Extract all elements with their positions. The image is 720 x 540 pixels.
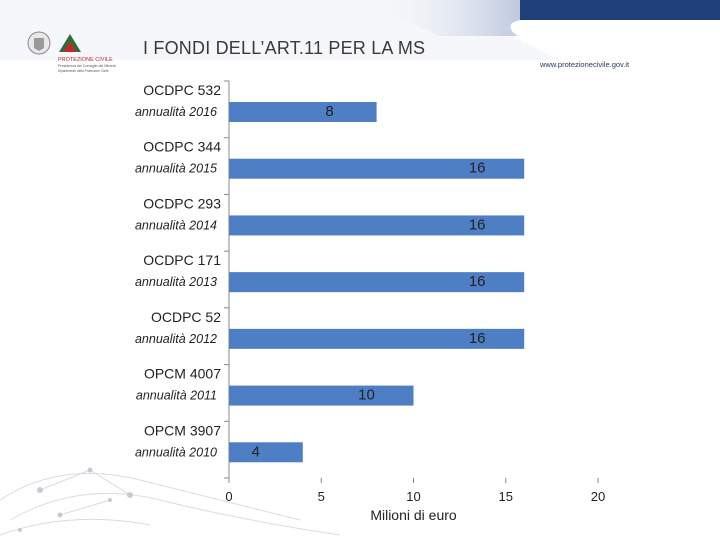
bar-value-label: 16 — [469, 160, 486, 177]
bar-value-label: 8 — [325, 103, 333, 120]
bar — [229, 385, 414, 406]
page-title: I FONDI DELL’ART.11 PER LA MS — [143, 38, 426, 58]
bar-value-label: 10 — [358, 387, 375, 404]
category-label: OCDPC 293 — [143, 195, 221, 211]
category-label: OCDPC 52 — [151, 309, 221, 325]
bar-value-label: 16 — [469, 216, 486, 233]
x-tick-label: 5 — [318, 489, 325, 504]
network-decoration — [0, 467, 341, 536]
bar — [229, 215, 525, 236]
logo-text-1: PROTEZIONE CIVILE — [58, 57, 113, 63]
header-band — [0, 0, 720, 68]
x-tick-label: 15 — [499, 489, 513, 504]
bar-value-label: 16 — [469, 330, 486, 347]
category-label: OPCM 3907 — [144, 422, 221, 438]
bar-value-label: 16 — [469, 273, 486, 290]
x-axis-label: Milioni di euro — [370, 507, 457, 523]
bar-value-label: 4 — [252, 443, 260, 460]
category-year-label: annualità 2011 — [136, 389, 217, 403]
bar — [229, 272, 525, 293]
category-year-label: annualità 2013 — [135, 275, 217, 289]
site-url: www.protezionecivile.gov.it — [540, 60, 630, 69]
category-year-label: annualità 2012 — [135, 332, 217, 346]
bar — [229, 158, 525, 179]
category-year-label: annualità 2014 — [135, 218, 217, 232]
x-tick-label: 20 — [591, 489, 605, 504]
category-year-label: annualità 2010 — [135, 445, 217, 459]
category-label: OCDPC 532 — [143, 82, 221, 98]
header-band-graphic — [0, 0, 720, 60]
category-year-label: annualità 2015 — [135, 162, 217, 176]
bar — [229, 102, 377, 122]
category-label: OPCM 4007 — [144, 366, 221, 382]
logo-text-3: Dipartimento della Protezione Civile — [58, 69, 109, 73]
bar — [229, 328, 525, 349]
category-label: OCDPC 344 — [143, 139, 221, 155]
x-tick-label: 0 — [225, 489, 232, 504]
bar — [229, 442, 303, 463]
x-tick-label: 10 — [406, 489, 420, 504]
logo-text-2: Presidenza del Consiglio dei Ministri — [58, 64, 116, 68]
protezione-civile-logo: PROTEZIONE CIVILE Presidenza del Consigl… — [24, 30, 119, 74]
category-label: OCDPC 171 — [143, 252, 221, 268]
category-year-label: annualità 2016 — [135, 105, 217, 119]
